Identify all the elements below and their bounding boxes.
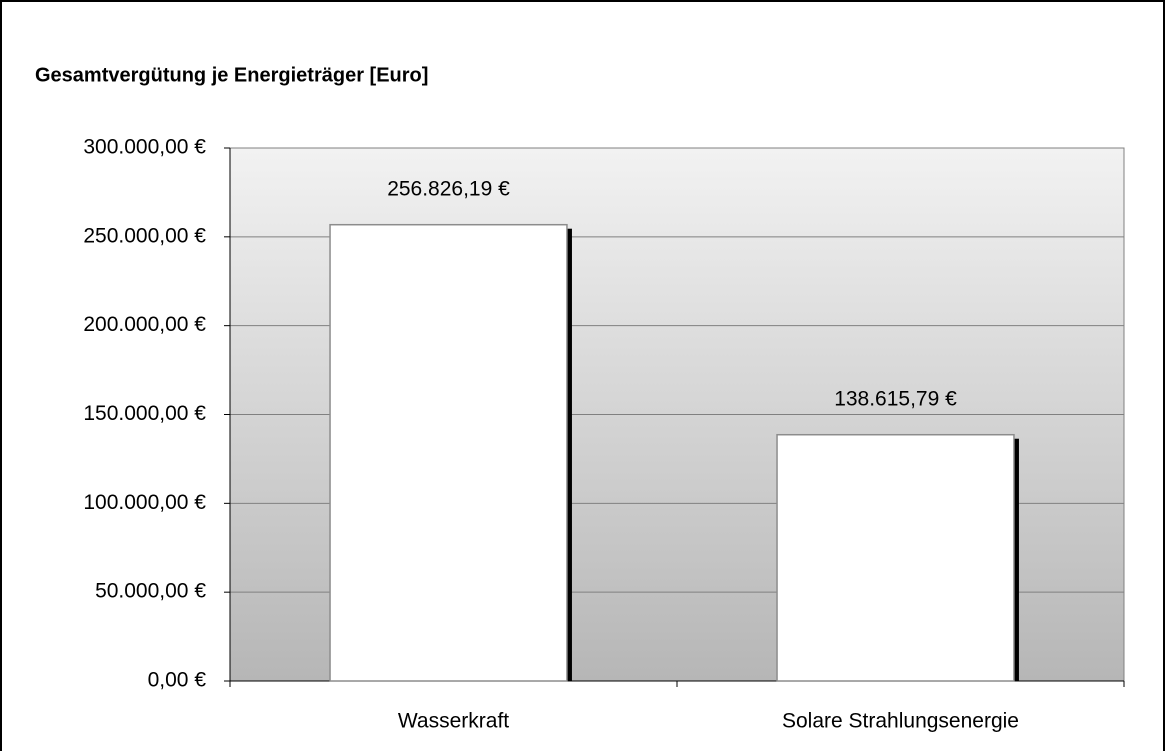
y-tick-label: 150.000,00 € [83,402,206,425]
y-tick-label: 250.000,00 € [83,224,206,247]
x-tick-label: Wasserkraft [398,710,509,733]
y-tick-label: 300.000,00 € [83,136,206,159]
bar [776,433,1015,682]
bar-shadow [1013,438,1019,681]
bar-shadow [566,228,572,681]
data-label: 138.615,79 € [834,387,957,410]
y-tick-label: 50.000,00 € [95,580,206,603]
data-label: 256.826,19 € [387,177,510,200]
y-tick-label: 0,00 € [148,669,207,692]
y-tick-label: 100.000,00 € [83,491,206,514]
x-tick-label: Solare Strahlungsenergie [782,710,1019,733]
chart-title: Gesamtvergütung je Energieträger [Euro] [35,64,428,86]
bar [329,223,568,682]
y-tick-label: 200.000,00 € [83,313,206,336]
